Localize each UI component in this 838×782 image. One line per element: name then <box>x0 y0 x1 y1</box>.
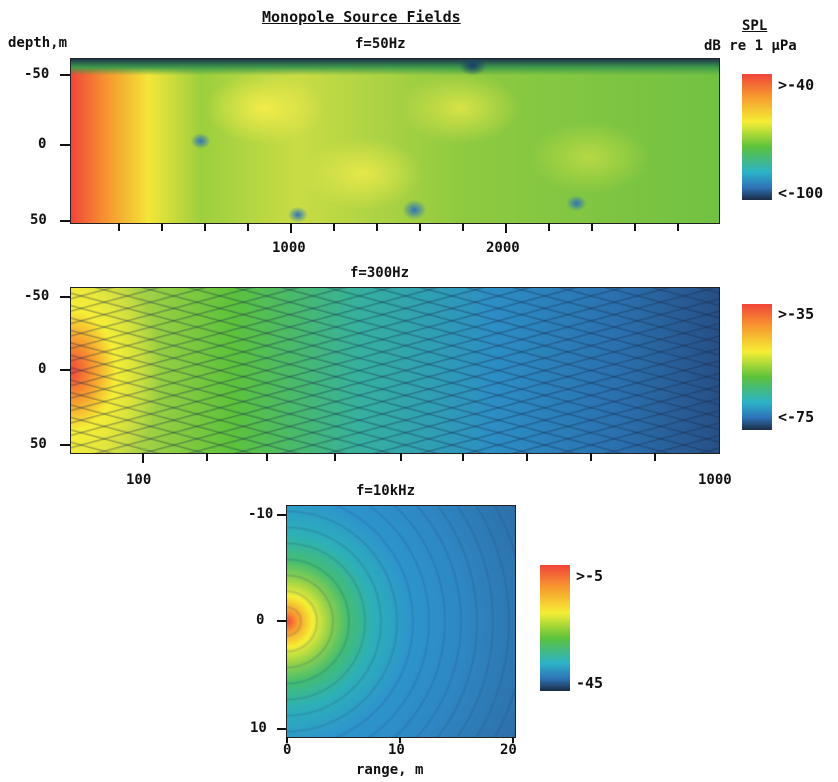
colorbar-300hz-max: >-35 <box>778 305 815 323</box>
xtick-300hz-1000: 1000 <box>698 472 732 488</box>
panel-title-300hz: f=300Hz <box>350 265 410 281</box>
ytick-mark <box>60 220 70 222</box>
ytick-mark <box>277 620 286 622</box>
xtick-50hz-2000: 2000 <box>486 240 520 256</box>
xtick-mark <box>206 453 208 461</box>
xtick-mark <box>591 223 593 231</box>
ytick-mark <box>60 296 70 298</box>
ytick-mark <box>60 369 70 371</box>
xtick-mark <box>462 453 464 461</box>
xtick-mark <box>634 223 636 231</box>
xtick-mark <box>290 223 292 233</box>
ytick-mark <box>277 514 286 516</box>
figure-title: Monopole Source Fields <box>262 8 461 26</box>
xtick-10khz-0: 0 <box>283 742 292 758</box>
ytick-300hz-mid: 0 <box>38 361 47 377</box>
xtick-mark <box>512 737 514 743</box>
panel-title-10khz: f=10kHz <box>356 483 416 499</box>
xtick-mark <box>161 223 163 231</box>
xtick-300hz-100: 100 <box>126 472 152 488</box>
xtick-mark <box>118 223 120 231</box>
ytick-50hz-top: -50 <box>24 66 50 82</box>
xtick-mark <box>526 453 528 461</box>
xtick-mark <box>334 453 336 461</box>
x-axis-label: range, m <box>356 762 424 778</box>
xtick-mark <box>266 453 268 461</box>
ytick-10khz-mid: 0 <box>256 612 265 628</box>
colorbar-50hz-min: <-100 <box>778 184 824 202</box>
xtick-10khz-10: 10 <box>388 742 405 758</box>
colorbar-50hz-max: >-40 <box>778 76 815 94</box>
ytick-10khz-top: -10 <box>248 506 274 522</box>
colorbar-title: SPL <box>742 18 768 34</box>
ytick-300hz-top: -50 <box>24 288 50 304</box>
colorbar-300hz-min: <-75 <box>778 408 815 426</box>
xtick-mark <box>376 223 378 231</box>
xtick-mark <box>399 737 401 743</box>
ytick-50hz-mid: 0 <box>38 136 47 152</box>
ytick-mark <box>277 728 286 730</box>
xtick-mark <box>142 453 144 463</box>
xtick-mark <box>204 223 206 231</box>
ytick-mark <box>60 444 70 446</box>
xtick-10khz-20: 20 <box>500 742 517 758</box>
colorbar-50hz <box>742 74 772 200</box>
xtick-mark <box>247 223 249 231</box>
xtick-mark <box>590 453 592 461</box>
y-axis-label: depth,m <box>8 35 68 51</box>
ytick-300hz-bot: 50 <box>30 436 47 452</box>
xtick-mark <box>548 223 550 231</box>
colorbar-300hz <box>742 304 772 430</box>
xtick-mark <box>677 223 679 231</box>
ytick-50hz-bot: 50 <box>30 212 47 228</box>
ytick-mark <box>60 74 70 76</box>
colorbar-10khz-max: >-5 <box>576 567 604 585</box>
heatmap-10khz <box>286 505 516 738</box>
colorbar-units: dB re 1 µPa <box>704 38 797 54</box>
colorbar-10khz-min: -45 <box>576 674 604 692</box>
colorbar-10khz <box>540 565 570 691</box>
xtick-50hz-1000: 1000 <box>272 240 306 256</box>
xtick-mark <box>400 453 402 461</box>
xtick-mark <box>505 223 507 233</box>
ytick-10khz-bot: 10 <box>250 720 267 736</box>
heatmap-50hz <box>70 58 720 224</box>
xtick-mark <box>462 223 464 231</box>
panel-title-50hz: f=50Hz <box>355 36 406 52</box>
xtick-mark <box>286 737 288 743</box>
xtick-mark <box>333 223 335 231</box>
ytick-mark <box>60 144 70 146</box>
heatmap-300hz <box>70 287 720 454</box>
xtick-mark <box>654 453 656 461</box>
xtick-mark <box>419 223 421 231</box>
